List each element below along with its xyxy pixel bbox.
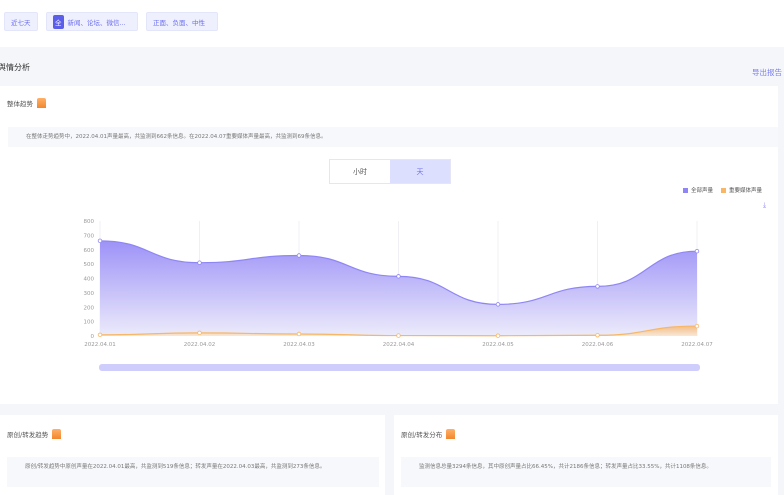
data-point[interactable] (396, 274, 401, 279)
x-tick-label: 2022.04.03 (283, 342, 315, 348)
x-tick-label: 2022.04.06 (582, 342, 614, 348)
y-tick-label: 200 (84, 305, 95, 311)
filter-bar: 近七天 全新闻、论坛、微信... 正面、负面、中性 (0, 0, 784, 47)
data-point[interactable] (495, 302, 501, 307)
source-label: 新闻、论坛、微信... (67, 18, 126, 27)
x-tick-label: 2022.04.05 (482, 342, 514, 348)
zoom-slider[interactable] (99, 364, 700, 371)
y-tick-label: 0 (91, 334, 95, 340)
x-tick-label: 2022.04.04 (383, 342, 415, 348)
data-point[interactable] (97, 332, 103, 338)
sentiment-label: 正面、负面、中性 (153, 18, 205, 27)
bl-summary: 原创/转发趋势中原创声量在2022.04.01最高，共监测到519条信息；转发声… (7, 457, 379, 487)
trend-chart: 2022.04.01 2022.04.02 2022.04.03 2022.04.04… (84, 219, 714, 348)
y-tick-label: 800 (84, 219, 95, 225)
y-tick-label: 700 (84, 233, 95, 239)
y-tick-label: 600 (84, 248, 95, 254)
toggle-day[interactable]: 天 (390, 160, 450, 183)
legend-media[interactable]: 重要媒体声量 (720, 186, 762, 194)
br-summary: 监测信息总量3294条信息，其中原创声量占比66.45%，共计2186条信息；转… (401, 457, 771, 487)
br-title-text: 原创/转发分布 (401, 431, 443, 439)
y-tick-label: 300 (84, 291, 95, 297)
data-point[interactable] (197, 260, 202, 265)
x-tick-label: 2022.04.02 (184, 342, 216, 348)
chart-icon (52, 429, 62, 439)
source-all-badge: 全 (53, 14, 64, 29)
bl-title: 原创/转发趋势 (7, 429, 62, 439)
data-point[interactable] (296, 331, 302, 337)
x-tick-label: 2022.04.01 (84, 342, 116, 348)
data-point[interactable] (694, 248, 700, 254)
series-area (100, 240, 697, 336)
br-title: 原创/转发分布 (401, 429, 456, 439)
data-point[interactable] (97, 238, 103, 244)
data-point[interactable] (396, 333, 401, 338)
export-report-link[interactable]: 导出报告 (752, 68, 782, 77)
data-point[interactable] (495, 333, 501, 338)
sentiment-filter[interactable]: 正面、负面、中性 (146, 12, 218, 31)
source-filter[interactable]: 全新闻、论坛、微信... (46, 12, 138, 31)
y-tick-label: 100 (84, 320, 95, 326)
chart-icon (37, 98, 46, 108)
toggle-hour[interactable]: 小时 (353, 167, 367, 176)
data-point[interactable] (694, 323, 700, 329)
range-filter[interactable]: 近七天 (4, 12, 38, 31)
chart-icon (446, 429, 456, 439)
legend-all[interactable]: 全部声量 (682, 186, 713, 194)
overall-title: 整体趋势 (7, 98, 46, 108)
data-point[interactable] (595, 284, 600, 289)
bl-title-text: 原创/转发趋势 (7, 431, 49, 439)
data-point[interactable] (296, 253, 302, 258)
overall-title-text: 整体趋势 (7, 100, 33, 108)
original-distribution-card: 原创/转发分布 监测信息总量3294条信息，其中原创声量占比66.45%，共计2… (394, 415, 778, 495)
chart-legend: 全部声量 重要媒体声量 (682, 186, 762, 194)
x-tick-label: 2022.04.07 (681, 342, 713, 348)
overall-summary: 在整体走势趋势中，2022.04.01声量最高，共监测到662条信息。在2022… (8, 127, 778, 147)
section-title: 舆情分析 (0, 63, 30, 72)
download-icon[interactable]: ⤓ (763, 201, 767, 209)
granularity-toggle: 小时 天 (329, 159, 451, 184)
y-tick-label: 500 (84, 262, 95, 268)
original-trend-card: 原创/转发趋势 原创/转发趋势中原创声量在2022.04.01最高，共监测到51… (0, 415, 385, 495)
y-tick-label: 400 (84, 277, 95, 283)
data-point[interactable] (595, 333, 600, 338)
data-point[interactable] (197, 330, 202, 336)
range-label: 近七天 (11, 18, 31, 27)
